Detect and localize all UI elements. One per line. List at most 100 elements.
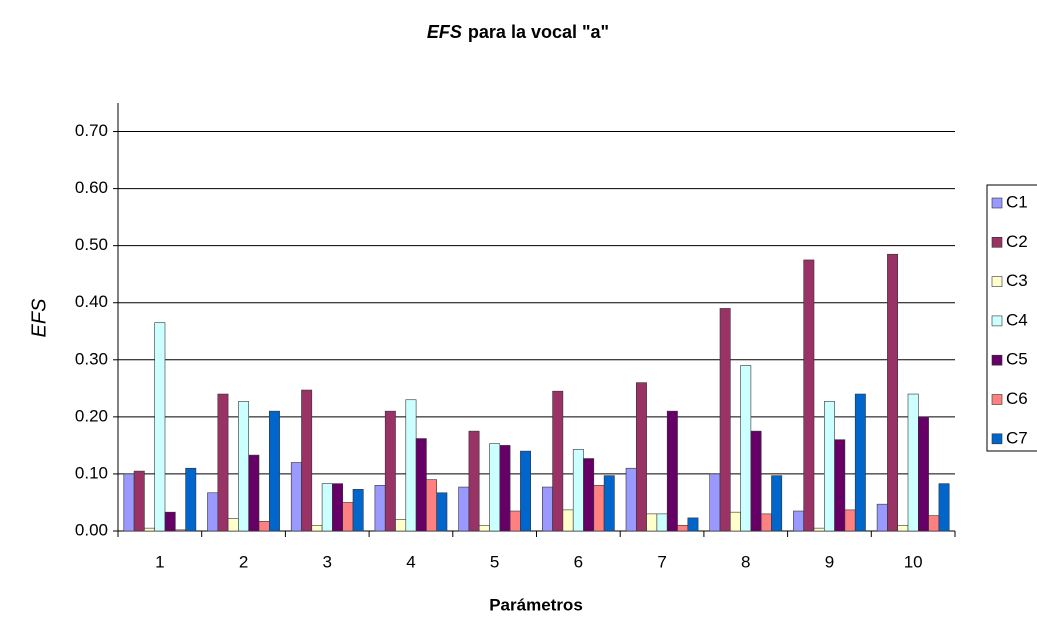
bar	[415, 438, 427, 532]
bar	[593, 485, 605, 532]
bar	[185, 467, 197, 532]
legend-swatch	[991, 433, 1003, 445]
x-tick-label: 8	[741, 552, 750, 571]
bar	[552, 390, 564, 532]
bar	[489, 443, 501, 532]
bar	[541, 486, 553, 532]
bar	[436, 492, 448, 532]
bar	[666, 410, 678, 532]
bar	[562, 509, 574, 532]
legend-label: C1	[1006, 192, 1028, 211]
legend-swatch	[991, 276, 1003, 287]
bar	[321, 483, 333, 532]
bar	[887, 253, 899, 532]
bar	[583, 458, 595, 532]
legend-swatch	[991, 197, 1003, 209]
y-tick-label: 0.30	[75, 349, 108, 368]
bar	[771, 475, 783, 532]
bar	[395, 519, 407, 532]
bar	[175, 529, 186, 532]
bar	[154, 322, 166, 532]
y-tick-label: 0.60	[75, 178, 108, 197]
y-axis-label: EFS	[28, 298, 50, 338]
x-tick-label: 3	[323, 552, 332, 571]
bar	[750, 430, 762, 532]
legend-swatch	[991, 315, 1003, 327]
x-axis-label: Parámetros	[489, 595, 583, 614]
bar	[740, 365, 752, 532]
bar	[938, 483, 950, 532]
bar	[478, 524, 490, 532]
title-emphasis: EFS	[427, 22, 462, 42]
bar	[897, 524, 909, 532]
bar	[729, 511, 741, 532]
legend-label: C5	[1006, 350, 1028, 369]
x-tick-label: 2	[239, 552, 248, 571]
x-tick-label: 6	[574, 552, 583, 571]
bar	[238, 401, 249, 532]
bar	[834, 439, 846, 532]
legend-swatch	[991, 237, 1003, 248]
legend-label: C7	[1006, 428, 1028, 447]
y-tick-label: 0.10	[75, 463, 108, 482]
bar	[876, 503, 888, 532]
bar	[227, 518, 239, 532]
bar	[290, 462, 302, 532]
bar	[258, 520, 270, 532]
bar	[907, 393, 919, 532]
bar	[352, 489, 364, 532]
bar	[123, 473, 135, 532]
bar	[301, 389, 313, 532]
chart-title: EFS para la vocal "a"	[427, 22, 609, 42]
legend-label: C6	[1006, 389, 1028, 408]
x-tick-label: 5	[490, 552, 499, 571]
y-tick-label: 0.50	[75, 235, 108, 254]
bar	[625, 467, 637, 532]
bar	[217, 393, 229, 532]
bar	[458, 486, 470, 532]
bar	[133, 470, 145, 532]
bar	[793, 510, 805, 532]
bar	[374, 485, 386, 532]
bar	[677, 524, 689, 532]
bar	[520, 450, 532, 532]
bar	[656, 513, 668, 532]
legend-swatch	[991, 394, 1003, 405]
bar	[760, 513, 772, 532]
title-rest: para la vocal "a"	[468, 22, 609, 42]
legend-swatch	[991, 354, 1003, 366]
x-tick-label: 4	[406, 552, 415, 571]
bar	[164, 511, 176, 532]
bar	[311, 524, 323, 532]
legend-label: C2	[1006, 232, 1028, 251]
y-tick-label: 0.40	[75, 292, 108, 311]
bar	[803, 259, 815, 532]
bar	[928, 515, 940, 532]
bar	[342, 502, 354, 532]
bar	[207, 492, 219, 532]
bar	[917, 416, 929, 532]
bar	[813, 527, 825, 532]
bar	[144, 527, 155, 532]
bar	[709, 473, 721, 532]
bar	[687, 517, 699, 532]
bar	[823, 401, 835, 532]
bar	[854, 393, 866, 532]
bar	[405, 399, 417, 532]
bar	[509, 510, 521, 532]
bar	[844, 509, 856, 532]
y-tick-label: 0.20	[75, 406, 108, 425]
bar	[646, 513, 658, 532]
x-tick-label: 7	[657, 552, 666, 571]
bar	[499, 445, 511, 532]
bar	[603, 475, 615, 532]
bar	[248, 454, 260, 532]
x-tick-label: 10	[904, 552, 923, 571]
bar	[635, 382, 647, 532]
bar	[332, 483, 343, 532]
y-tick-label: 0.00	[75, 520, 108, 539]
bar	[719, 308, 731, 532]
y-tick-label: 0.70	[75, 121, 108, 140]
legend-label: C3	[1006, 271, 1028, 290]
